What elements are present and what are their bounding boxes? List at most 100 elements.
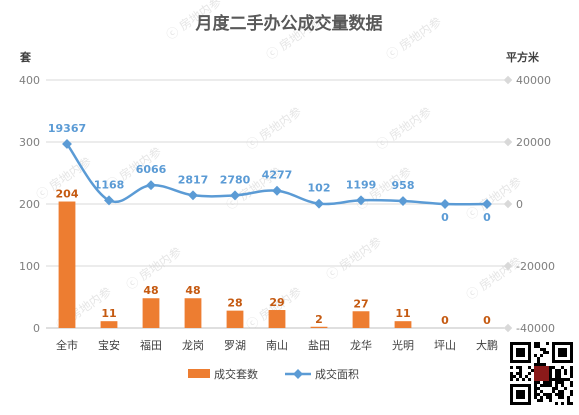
bar-data-label: 48 <box>143 284 158 297</box>
qr-module <box>540 348 543 351</box>
qr-module <box>510 378 513 381</box>
qr-module <box>534 354 537 357</box>
line-point <box>356 195 366 206</box>
line-data-label: 2780 <box>220 173 251 186</box>
legend-bar-swatch <box>188 369 210 378</box>
right-axis-ticks: -40000 -20000 0 20000 40000 <box>503 74 555 335</box>
qr-module <box>549 393 552 396</box>
line-data-label: 4277 <box>262 169 293 182</box>
qr-module <box>564 387 567 390</box>
qr-module <box>561 402 564 405</box>
line-point <box>62 139 72 149</box>
qr-module <box>525 375 528 378</box>
qr-module <box>528 378 531 381</box>
qr-module <box>555 384 558 387</box>
qr-module <box>570 381 573 384</box>
bar <box>100 321 118 328</box>
category-label: 全市 <box>56 338 78 352</box>
qr-module <box>567 402 570 405</box>
qr-module <box>555 381 558 384</box>
category-label: 光明 <box>392 338 414 352</box>
qr-module <box>546 381 549 384</box>
qr-module <box>510 372 513 375</box>
qr-module <box>534 345 537 348</box>
qr-module <box>561 366 564 369</box>
qr-center-logo <box>534 366 549 381</box>
qr-module <box>561 396 564 399</box>
right-axis-unit: 平方米 <box>506 50 540 64</box>
right-tick-marker <box>503 323 513 333</box>
qr-finder-core <box>558 348 567 357</box>
line-point <box>314 198 324 209</box>
watermark-text: ⓒ 房地内参 <box>383 14 444 63</box>
watermark-text: ⓒ 房地内参 <box>243 104 304 153</box>
category-label: 龙岗 <box>182 339 204 352</box>
watermark-text: ⓒ 房地内参 <box>463 174 524 223</box>
qr-module <box>540 396 543 399</box>
right-tick-label: -20000 <box>516 260 555 273</box>
qr-module <box>543 351 546 354</box>
left-tick-label: 400 <box>19 74 40 87</box>
bar-data-label: 204 <box>56 188 79 201</box>
right-tick-marker <box>503 199 513 209</box>
qr-module <box>540 399 543 402</box>
qr-module <box>543 348 546 351</box>
line-data-label: 102 <box>308 182 331 195</box>
qr-finder-core <box>516 348 525 357</box>
qr-module <box>570 372 573 375</box>
qr-module <box>570 393 573 396</box>
category-label: 盐田 <box>308 339 330 352</box>
line-data-label: 1199 <box>346 178 377 191</box>
qr-module <box>540 390 543 393</box>
bar <box>394 321 412 328</box>
qr-module <box>567 399 570 402</box>
qr-module <box>537 363 540 366</box>
qr-module <box>522 378 525 381</box>
right-tick-marker <box>503 75 513 85</box>
qr-module <box>570 375 573 378</box>
qr-module <box>558 372 561 375</box>
qr-module <box>549 381 552 384</box>
qr-module <box>564 378 567 381</box>
qr-module <box>549 396 552 399</box>
left-tick-label: 100 <box>19 260 40 273</box>
qr-module <box>549 399 552 402</box>
qr-module <box>534 363 537 366</box>
qr-module <box>546 351 549 354</box>
qr-module <box>549 384 552 387</box>
qr-module <box>555 402 558 405</box>
qr-module <box>540 363 543 366</box>
bar <box>268 310 286 328</box>
qr-module <box>558 393 561 396</box>
bar-series <box>58 201 412 328</box>
category-label: 宝安 <box>98 338 120 352</box>
qr-module <box>552 366 555 369</box>
qr-module <box>549 375 552 378</box>
bar <box>226 310 244 328</box>
left-axis-ticks: 0 100 200 300 400 <box>19 74 40 335</box>
qr-module <box>537 387 540 390</box>
right-tick-label: 40000 <box>516 74 551 87</box>
qr-module <box>552 378 555 381</box>
bar <box>184 298 202 328</box>
left-tick-label: 200 <box>19 198 40 211</box>
qr-module <box>543 381 546 384</box>
bar-data-label: 28 <box>227 297 242 310</box>
bar <box>310 326 328 328</box>
watermark-text: ⓒ 房地内参 <box>463 254 524 303</box>
qr-module <box>549 369 552 372</box>
qr-module <box>528 372 531 375</box>
bar-data-labels: 204 11 48 48 28 29 2 27 11 0 0 <box>56 188 492 327</box>
qr-module <box>519 369 522 372</box>
qr-module <box>516 366 519 369</box>
line-data-label: 6066 <box>136 163 167 176</box>
right-tick-label: 20000 <box>516 136 551 149</box>
qr-module <box>516 372 519 375</box>
qr-module <box>543 384 546 387</box>
left-tick-label: 300 <box>19 136 40 149</box>
qr-module <box>570 366 573 369</box>
bar-data-label: 2 <box>315 313 323 326</box>
right-tick-label: -40000 <box>516 322 555 335</box>
line-point <box>188 190 198 201</box>
